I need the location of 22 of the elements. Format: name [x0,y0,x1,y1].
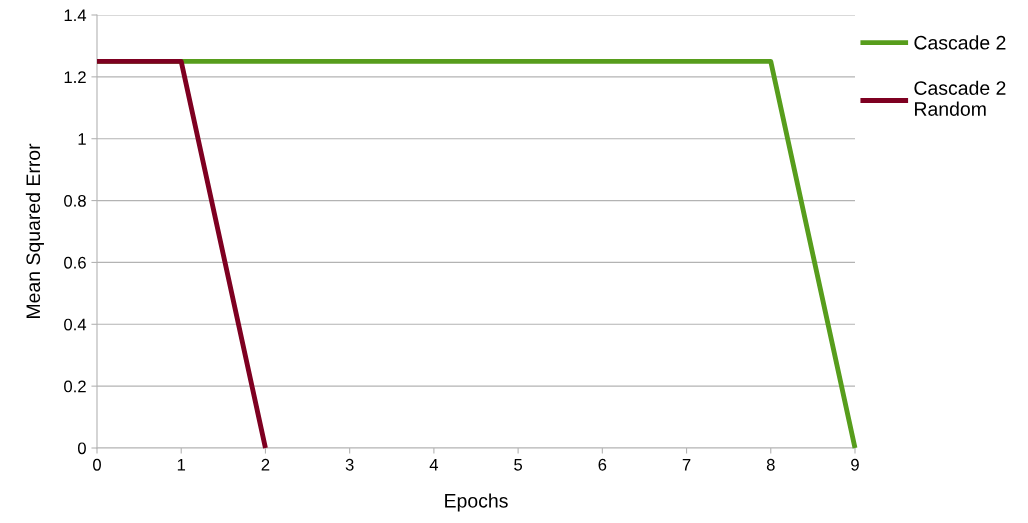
x-tick-label: 4 [429,459,439,471]
x-tick-label: 5 [514,459,523,471]
x-tick-label: 0 [93,458,101,471]
y-tick-label: 0.2 [64,380,86,393]
x-tick-label: 6 [598,458,607,471]
x-axis-title: Epochs [445,493,508,512]
legend-label: Cascade 2 [914,35,1006,50]
y-tick-label: 1.2 [64,71,86,83]
y-axis-title: Mean Squared Error [25,143,44,318]
y-tick-label: 0 [77,442,86,455]
x-tick-label: 1 [177,459,186,471]
y-tick-label: 0.4 [64,318,87,331]
x-tick-label: 2 [261,458,270,471]
y-tick-label: 0.6 [64,256,86,269]
x-tick-label: 7 [682,459,691,471]
y-tick-label: 1 [78,133,86,145]
x-tick-label: 3 [345,458,354,471]
x-tick-label: 9 [851,458,859,471]
legend-label: Cascade 2 Random [914,80,1006,116]
x-tick-label: 8 [766,458,775,471]
y-tick-label: 1.4 [64,9,87,22]
y-tick-label: 0.8 [64,194,86,207]
